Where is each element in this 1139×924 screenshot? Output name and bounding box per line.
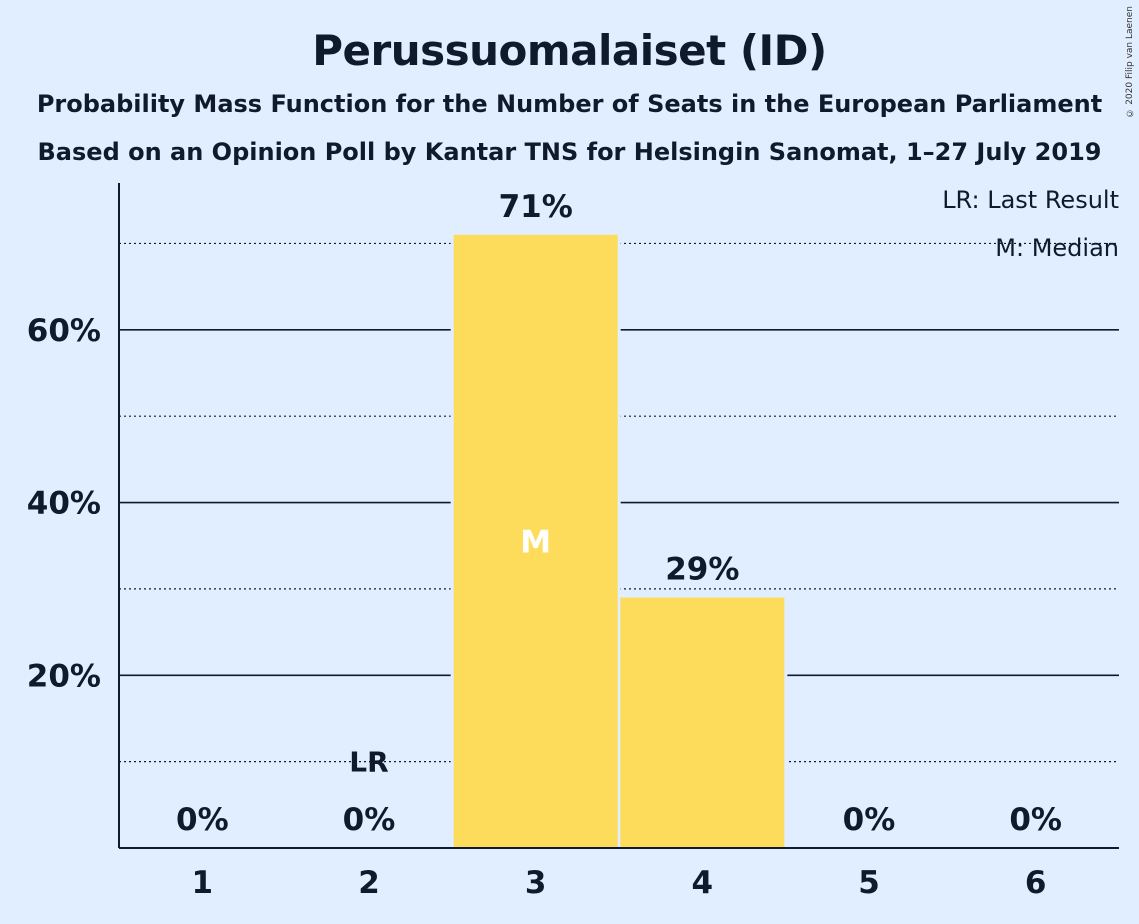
median-marker: M [520, 524, 551, 560]
legend-median: M: Median [995, 234, 1119, 262]
chart-subtitle-1: Probability Mass Function for the Number… [36, 90, 1103, 118]
x-tick-label: 6 [1025, 865, 1047, 901]
chart-subtitle-2: Based on an Opinion Poll by Kantar TNS f… [37, 138, 1102, 166]
bar-3 [453, 234, 618, 848]
chart-title: Perussuomalaiset (ID) [312, 26, 827, 75]
x-tick-label: 5 [858, 865, 880, 901]
y-tick-label: 40% [27, 486, 101, 522]
bar-4 [620, 597, 785, 848]
last-result-marker: LR [349, 746, 388, 779]
data-label: 0% [176, 802, 229, 838]
data-label: 0% [843, 802, 896, 838]
x-tick-label: 1 [192, 865, 214, 901]
y-tick-label: 60% [27, 313, 101, 349]
y-tick-label: 20% [27, 658, 101, 694]
data-label: 71% [499, 189, 573, 225]
x-tick-label: 2 [358, 865, 380, 901]
x-tick-label: 4 [692, 865, 714, 901]
data-label: 0% [343, 802, 396, 838]
legend-last-result: LR: Last Result [942, 186, 1119, 214]
x-tick-label: 3 [525, 865, 547, 901]
data-label: 29% [665, 552, 739, 588]
data-label: 0% [1009, 802, 1062, 838]
